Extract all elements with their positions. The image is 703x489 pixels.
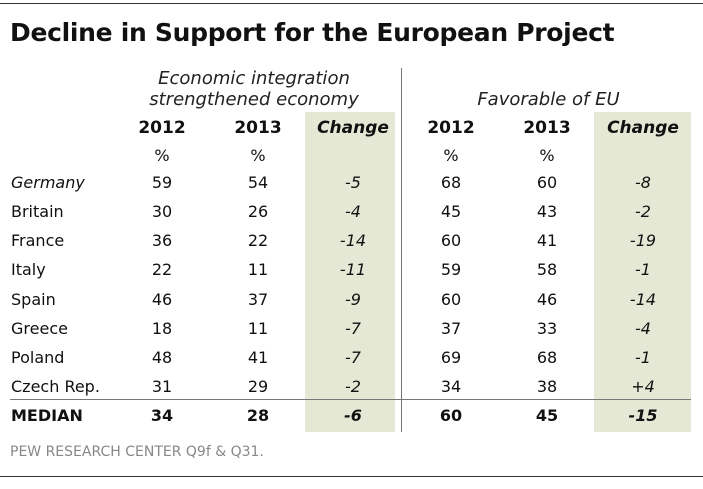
table-cell-change: -14	[339, 231, 367, 250]
bottom-rule	[0, 476, 703, 477]
median-separator	[10, 399, 691, 400]
table-cell-value: 37	[440, 319, 462, 338]
table-cell-value: 69	[440, 348, 462, 367]
source-note: PEW RESEARCH CENTER Q9f & Q31.	[10, 444, 264, 460]
table-cell-value: 68	[440, 173, 462, 192]
table-cell-value: 22	[151, 260, 173, 279]
median-value: 60	[439, 406, 463, 425]
row-label: Britain	[11, 202, 64, 221]
column-header-year: 2012	[138, 118, 186, 138]
row-label: Germany	[11, 173, 85, 192]
table-cell-change: -7	[345, 319, 361, 338]
table-cell-value: 26	[247, 202, 269, 221]
row-label: France	[11, 231, 65, 250]
table-cell-value: 34	[440, 377, 462, 396]
median-value: -15	[628, 406, 658, 425]
table-cell-value: 58	[536, 260, 558, 279]
unit-label: %	[443, 146, 459, 165]
median-value: -6	[344, 406, 362, 425]
top-rule	[0, 3, 703, 4]
table-cell-change: -1	[635, 348, 651, 367]
table-cell-value: 60	[536, 173, 558, 192]
median-value: 45	[535, 406, 559, 425]
table-cell-change: -4	[635, 319, 651, 338]
median-value: 34	[150, 406, 174, 425]
table-cell-value: 11	[247, 319, 269, 338]
table-cell-change: +4	[631, 377, 655, 396]
chart-title: Decline in Support for the European Proj…	[10, 18, 615, 47]
table-cell-value: 68	[536, 348, 558, 367]
change-column-shade-1	[305, 112, 395, 432]
unit-label: %	[539, 146, 555, 165]
table-cell-value: 46	[151, 290, 173, 309]
table-cell-value: 33	[536, 319, 558, 338]
column-header-change: Change	[317, 118, 389, 138]
table-cell-value: 41	[536, 231, 558, 250]
table-cell-change: -2	[635, 202, 651, 221]
table-cell-value: 22	[247, 231, 269, 250]
group-header-line: strengthened economy	[149, 89, 359, 110]
table-cell-change: -19	[629, 231, 657, 250]
table-cell-change: -4	[345, 202, 361, 221]
table-cell-value: 54	[247, 173, 269, 192]
column-header-change: Change	[607, 118, 679, 138]
table-cell-value: 37	[247, 290, 269, 309]
row-label: Greece	[11, 319, 68, 338]
table-cell-change: -9	[345, 290, 361, 309]
row-label: Italy	[11, 260, 46, 279]
unit-label: %	[250, 146, 266, 165]
table-cell-change: -2	[345, 377, 361, 396]
group-header-economic-integration: Economic integration strengthened econom…	[112, 68, 396, 110]
median-label: MEDIAN	[11, 406, 83, 425]
table-cell-value: 36	[151, 231, 173, 250]
table-cell-value: 43	[536, 202, 558, 221]
table-cell-value: 59	[440, 260, 462, 279]
table-cell-value: 41	[247, 348, 269, 367]
group-header-line: Economic integration	[158, 68, 350, 89]
unit-label: %	[154, 146, 170, 165]
table-cell-change: -8	[635, 173, 651, 192]
table-cell-value: 48	[151, 348, 173, 367]
group-header-line: Favorable of EU	[477, 89, 620, 110]
column-header-year: 2013	[523, 118, 571, 138]
table-cell-value: 30	[151, 202, 173, 221]
table-cell-value: 11	[247, 260, 269, 279]
table-cell-value: 38	[536, 377, 558, 396]
table-cell-value: 60	[440, 231, 462, 250]
change-column-shade-2	[594, 112, 691, 432]
table-cell-change: -7	[345, 348, 361, 367]
table-cell-change: -1	[635, 260, 651, 279]
table-cell-value: 60	[440, 290, 462, 309]
table-cell-change: -11	[339, 260, 367, 279]
median-value: 28	[246, 406, 270, 425]
group-divider	[401, 68, 402, 432]
table-cell-value: 59	[151, 173, 173, 192]
column-header-year: 2012	[427, 118, 475, 138]
table-cell-change: -14	[629, 290, 657, 309]
table-cell-value: 45	[440, 202, 462, 221]
row-label: Poland	[11, 348, 65, 367]
row-label: Spain	[11, 290, 56, 309]
column-header-year: 2013	[234, 118, 282, 138]
table-cell-value: 29	[247, 377, 269, 396]
table-cell-value: 31	[151, 377, 173, 396]
table-cell-change: -5	[345, 173, 361, 192]
table-cell-value: 18	[151, 319, 173, 338]
table-cell-value: 46	[536, 290, 558, 309]
row-label: Czech Rep.	[11, 377, 100, 396]
group-header-favorable-eu: Favorable of EU	[406, 89, 691, 110]
